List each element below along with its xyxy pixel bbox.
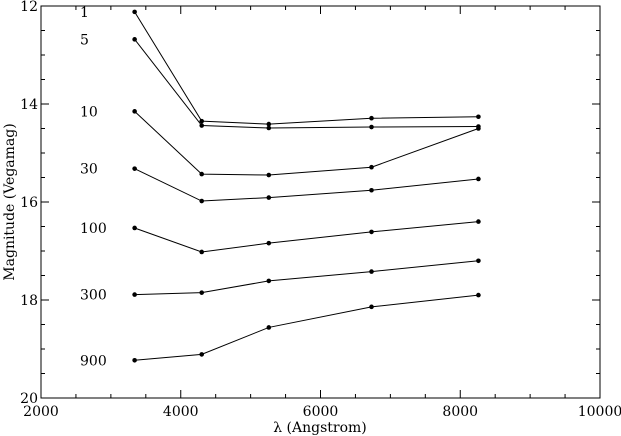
data-point	[132, 37, 137, 42]
data-point	[199, 123, 205, 128]
y-tick-label: 20	[20, 391, 38, 407]
data-point	[476, 176, 481, 182]
data-point	[369, 164, 374, 170]
series-line-10	[134, 110, 479, 176]
data-point	[369, 187, 374, 193]
data-point	[199, 249, 205, 255]
y-tick-label: 18	[20, 293, 38, 309]
data-point	[132, 225, 137, 231]
series-label: 900	[80, 353, 107, 369]
data-point	[199, 290, 205, 295]
data-point	[199, 198, 205, 204]
data-point	[266, 240, 272, 246]
data-point	[369, 115, 374, 121]
series-label: 10	[80, 104, 98, 120]
data-point	[199, 352, 205, 357]
data-point	[369, 124, 374, 130]
series-label: 300	[80, 288, 107, 304]
data-point	[476, 126, 481, 131]
data-point	[369, 304, 374, 310]
y-tick-label: 16	[20, 195, 38, 211]
data-point	[132, 357, 137, 363]
y-axis-label: Magnitude (Vegamag)	[2, 123, 18, 280]
data-point	[132, 166, 137, 171]
series-line-1	[134, 11, 479, 125]
series-label: 100	[80, 221, 107, 237]
series-line-900	[134, 294, 479, 361]
data-point	[266, 278, 272, 284]
data-point	[132, 9, 137, 15]
x-tick-label: 4000	[163, 404, 199, 420]
data-point	[132, 109, 137, 114]
series-layer	[132, 9, 481, 363]
data-point	[266, 195, 272, 200]
x-tick-label: 2000	[23, 404, 59, 420]
data-point	[476, 219, 481, 224]
x-axis-label: λ (Angstrom)	[273, 420, 367, 436]
data-point	[266, 125, 272, 131]
series-label: 5	[80, 32, 89, 48]
ticks-layer	[40, 5, 601, 399]
data-point	[476, 258, 481, 264]
series-line-300	[134, 260, 479, 296]
data-point	[199, 118, 205, 124]
x-tick-label: 10000	[578, 404, 621, 420]
series-line-5	[134, 39, 479, 129]
series-label: 1	[80, 5, 89, 21]
series-line-30	[134, 168, 479, 202]
y-tick-label: 12	[20, 0, 38, 15]
data-point	[369, 229, 374, 235]
data-point	[266, 325, 272, 330]
y-tick-label: 14	[20, 97, 38, 113]
data-point	[266, 121, 272, 127]
labels-layer: 2000 4000 6000 8000 100001214161820151030100…	[20, 0, 621, 420]
data-point	[369, 269, 374, 274]
x-tick-label: 8000	[442, 404, 478, 420]
series-line-100	[134, 221, 479, 253]
data-point	[266, 172, 272, 178]
data-point	[476, 292, 481, 298]
data-point	[132, 292, 137, 297]
plot-frame	[40, 5, 601, 399]
data-point	[476, 114, 481, 120]
x-tick-label: 6000	[303, 404, 339, 420]
series-label: 30	[80, 162, 98, 178]
data-point	[199, 171, 205, 177]
